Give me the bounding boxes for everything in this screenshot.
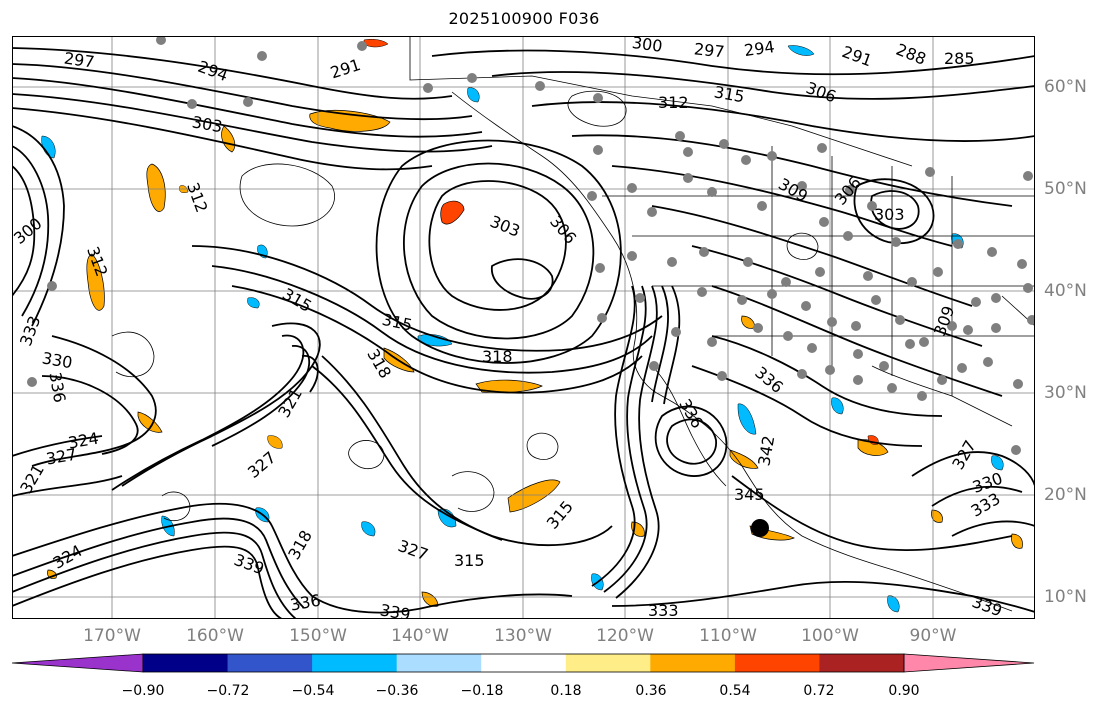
- contour-label: 333: [648, 601, 679, 619]
- shade-blue: [737, 403, 757, 435]
- shade-blue: [787, 45, 815, 56]
- colorbar-segment: [481, 654, 567, 672]
- map-panel: 297 294 291 303 300 297 294 291 288 285 …: [12, 36, 1035, 619]
- contour-label: 312: [658, 93, 689, 112]
- colorbar-segment: [143, 654, 229, 672]
- point-marker: [751, 519, 769, 537]
- lat-tick-label: 40°N: [1044, 281, 1087, 301]
- colorbar-extend-max: [903, 653, 1035, 673]
- colorbar-tick-label: −0.54: [291, 683, 335, 699]
- colorbar-tick-label: 0.90: [888, 683, 920, 699]
- lat-tick-label: 20°N: [1044, 485, 1087, 505]
- colorbar-segment: [312, 654, 398, 672]
- lon-tick-label: 100°W: [801, 626, 859, 646]
- colorbar-segment: [227, 654, 313, 672]
- shade-orange: [267, 435, 283, 449]
- shade-blue: [467, 87, 480, 103]
- shade-blue: [361, 521, 376, 537]
- shade-orange: [931, 509, 943, 523]
- colorbar-segment: [396, 654, 482, 672]
- shade-orange: [729, 449, 759, 469]
- lat-tick-label: 10°N: [1044, 587, 1087, 607]
- colorbar-extend-min: [12, 653, 144, 673]
- contour-label: 294: [743, 37, 776, 60]
- contour-label: 297: [693, 39, 725, 61]
- shade-orange: [1011, 533, 1023, 549]
- contour-label: 339: [379, 600, 412, 619]
- colorbar-tick-label: 0.36: [635, 683, 667, 699]
- shade-blue: [41, 135, 56, 159]
- colorbar-frame: [142, 653, 905, 673]
- lon-tick-label: 110°W: [699, 626, 757, 646]
- lon-tick-label: 140°W: [391, 626, 449, 646]
- colorbar-tick-label: 0.18: [550, 683, 582, 699]
- minor-contours: [111, 90, 819, 522]
- colorbar-tick-label: 0.72: [803, 683, 835, 699]
- map-canvas: 297 294 291 303 300 297 294 291 288 285 …: [12, 36, 1035, 619]
- colorbar-tick-label: −0.90: [121, 683, 165, 699]
- shade-orange: [421, 591, 439, 607]
- colorbar-segment: [650, 654, 736, 672]
- colorbar-tick-label: −0.18: [460, 683, 504, 699]
- shade-orange: [309, 109, 391, 132]
- lon-tick-label: 170°W: [83, 626, 141, 646]
- station-dots: [27, 36, 1035, 455]
- shade-orange: [221, 125, 236, 153]
- lon-tick-label: 130°W: [494, 626, 552, 646]
- colorbar-segment: [734, 654, 820, 672]
- contour-label: 303: [874, 205, 905, 224]
- colorbar: [12, 653, 1035, 673]
- shade-blue: [831, 397, 844, 415]
- shade-orange: [507, 479, 561, 513]
- contour-label: 297: [63, 49, 96, 72]
- contour-label: 345: [734, 485, 765, 504]
- colorbar-tick-label: 0.54: [719, 683, 751, 699]
- lat-tick-label: 60°N: [1044, 77, 1087, 97]
- map-frame: [12, 36, 1035, 619]
- lon-tick-label: 160°W: [186, 626, 244, 646]
- lon-tick-label: 90°W: [909, 626, 957, 646]
- contour-label: 300: [631, 36, 664, 56]
- shade-blue: [247, 297, 260, 309]
- shade-red: [363, 38, 389, 48]
- shade-blue: [437, 508, 457, 528]
- colorbar-segment: [819, 654, 905, 672]
- contour-label: 318: [482, 347, 513, 366]
- shade-orange: [137, 411, 163, 433]
- lat-tick-label: 30°N: [1044, 383, 1087, 403]
- contour-lines: [12, 47, 1035, 619]
- shade-orange: [86, 253, 105, 311]
- chart-title: 2025100900 F036: [448, 9, 600, 28]
- shade-red: [440, 200, 465, 225]
- colorbar-segment: [565, 654, 651, 672]
- contour-label: 285: [944, 49, 975, 68]
- shade-orange: [146, 163, 166, 212]
- lon-tick-label: 150°W: [289, 626, 347, 646]
- lat-tick-label: 50°N: [1044, 179, 1087, 199]
- colorbar-tick-label: −0.36: [375, 683, 419, 699]
- contour-label: 315: [454, 551, 485, 570]
- shaded-fill-layer: [41, 38, 1023, 613]
- shade-blue: [991, 455, 1004, 471]
- lon-tick-label: 120°W: [596, 626, 654, 646]
- colorbar-tick-label: −0.72: [206, 683, 250, 699]
